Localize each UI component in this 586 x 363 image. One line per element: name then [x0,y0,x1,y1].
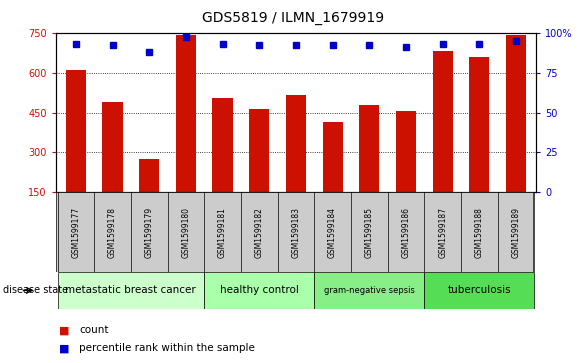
Bar [57,272,205,309]
Bar [469,57,489,192]
Text: tuberculosis: tuberculosis [448,285,511,295]
Bar [249,109,270,192]
Text: GSM1599188: GSM1599188 [475,207,484,258]
Bar [66,70,86,192]
Text: GSM1599186: GSM1599186 [401,207,410,258]
Text: GSM1599189: GSM1599189 [512,207,520,258]
Text: GSM1599178: GSM1599178 [108,207,117,258]
Text: gram-negative sepsis: gram-negative sepsis [324,286,415,295]
Text: GSM1599180: GSM1599180 [182,207,190,258]
Text: metastatic breast cancer: metastatic breast cancer [66,285,196,295]
Text: ■: ■ [59,325,69,335]
Text: GSM1599184: GSM1599184 [328,207,337,258]
Bar [205,272,314,309]
Bar [286,95,306,192]
Text: disease state: disease state [3,285,68,295]
Bar [322,122,343,192]
Text: GSM1599179: GSM1599179 [145,207,154,258]
Bar [103,102,122,192]
Bar [359,105,379,192]
Bar [396,111,416,192]
Text: GSM1599182: GSM1599182 [255,207,264,258]
Bar [139,159,159,192]
Text: GSM1599183: GSM1599183 [291,207,301,258]
Bar [424,272,534,309]
Bar [314,272,424,309]
Text: GSM1599181: GSM1599181 [218,207,227,258]
Text: percentile rank within the sample: percentile rank within the sample [79,343,255,354]
Text: GDS5819 / ILMN_1679919: GDS5819 / ILMN_1679919 [202,11,384,25]
Text: GSM1599177: GSM1599177 [71,207,80,258]
Bar [506,35,526,192]
Bar [432,51,453,192]
Bar [176,35,196,192]
Bar [213,98,233,192]
Text: count: count [79,325,108,335]
Text: GSM1599187: GSM1599187 [438,207,447,258]
Text: healthy control: healthy control [220,285,299,295]
Text: GSM1599185: GSM1599185 [365,207,374,258]
Text: ■: ■ [59,343,69,354]
